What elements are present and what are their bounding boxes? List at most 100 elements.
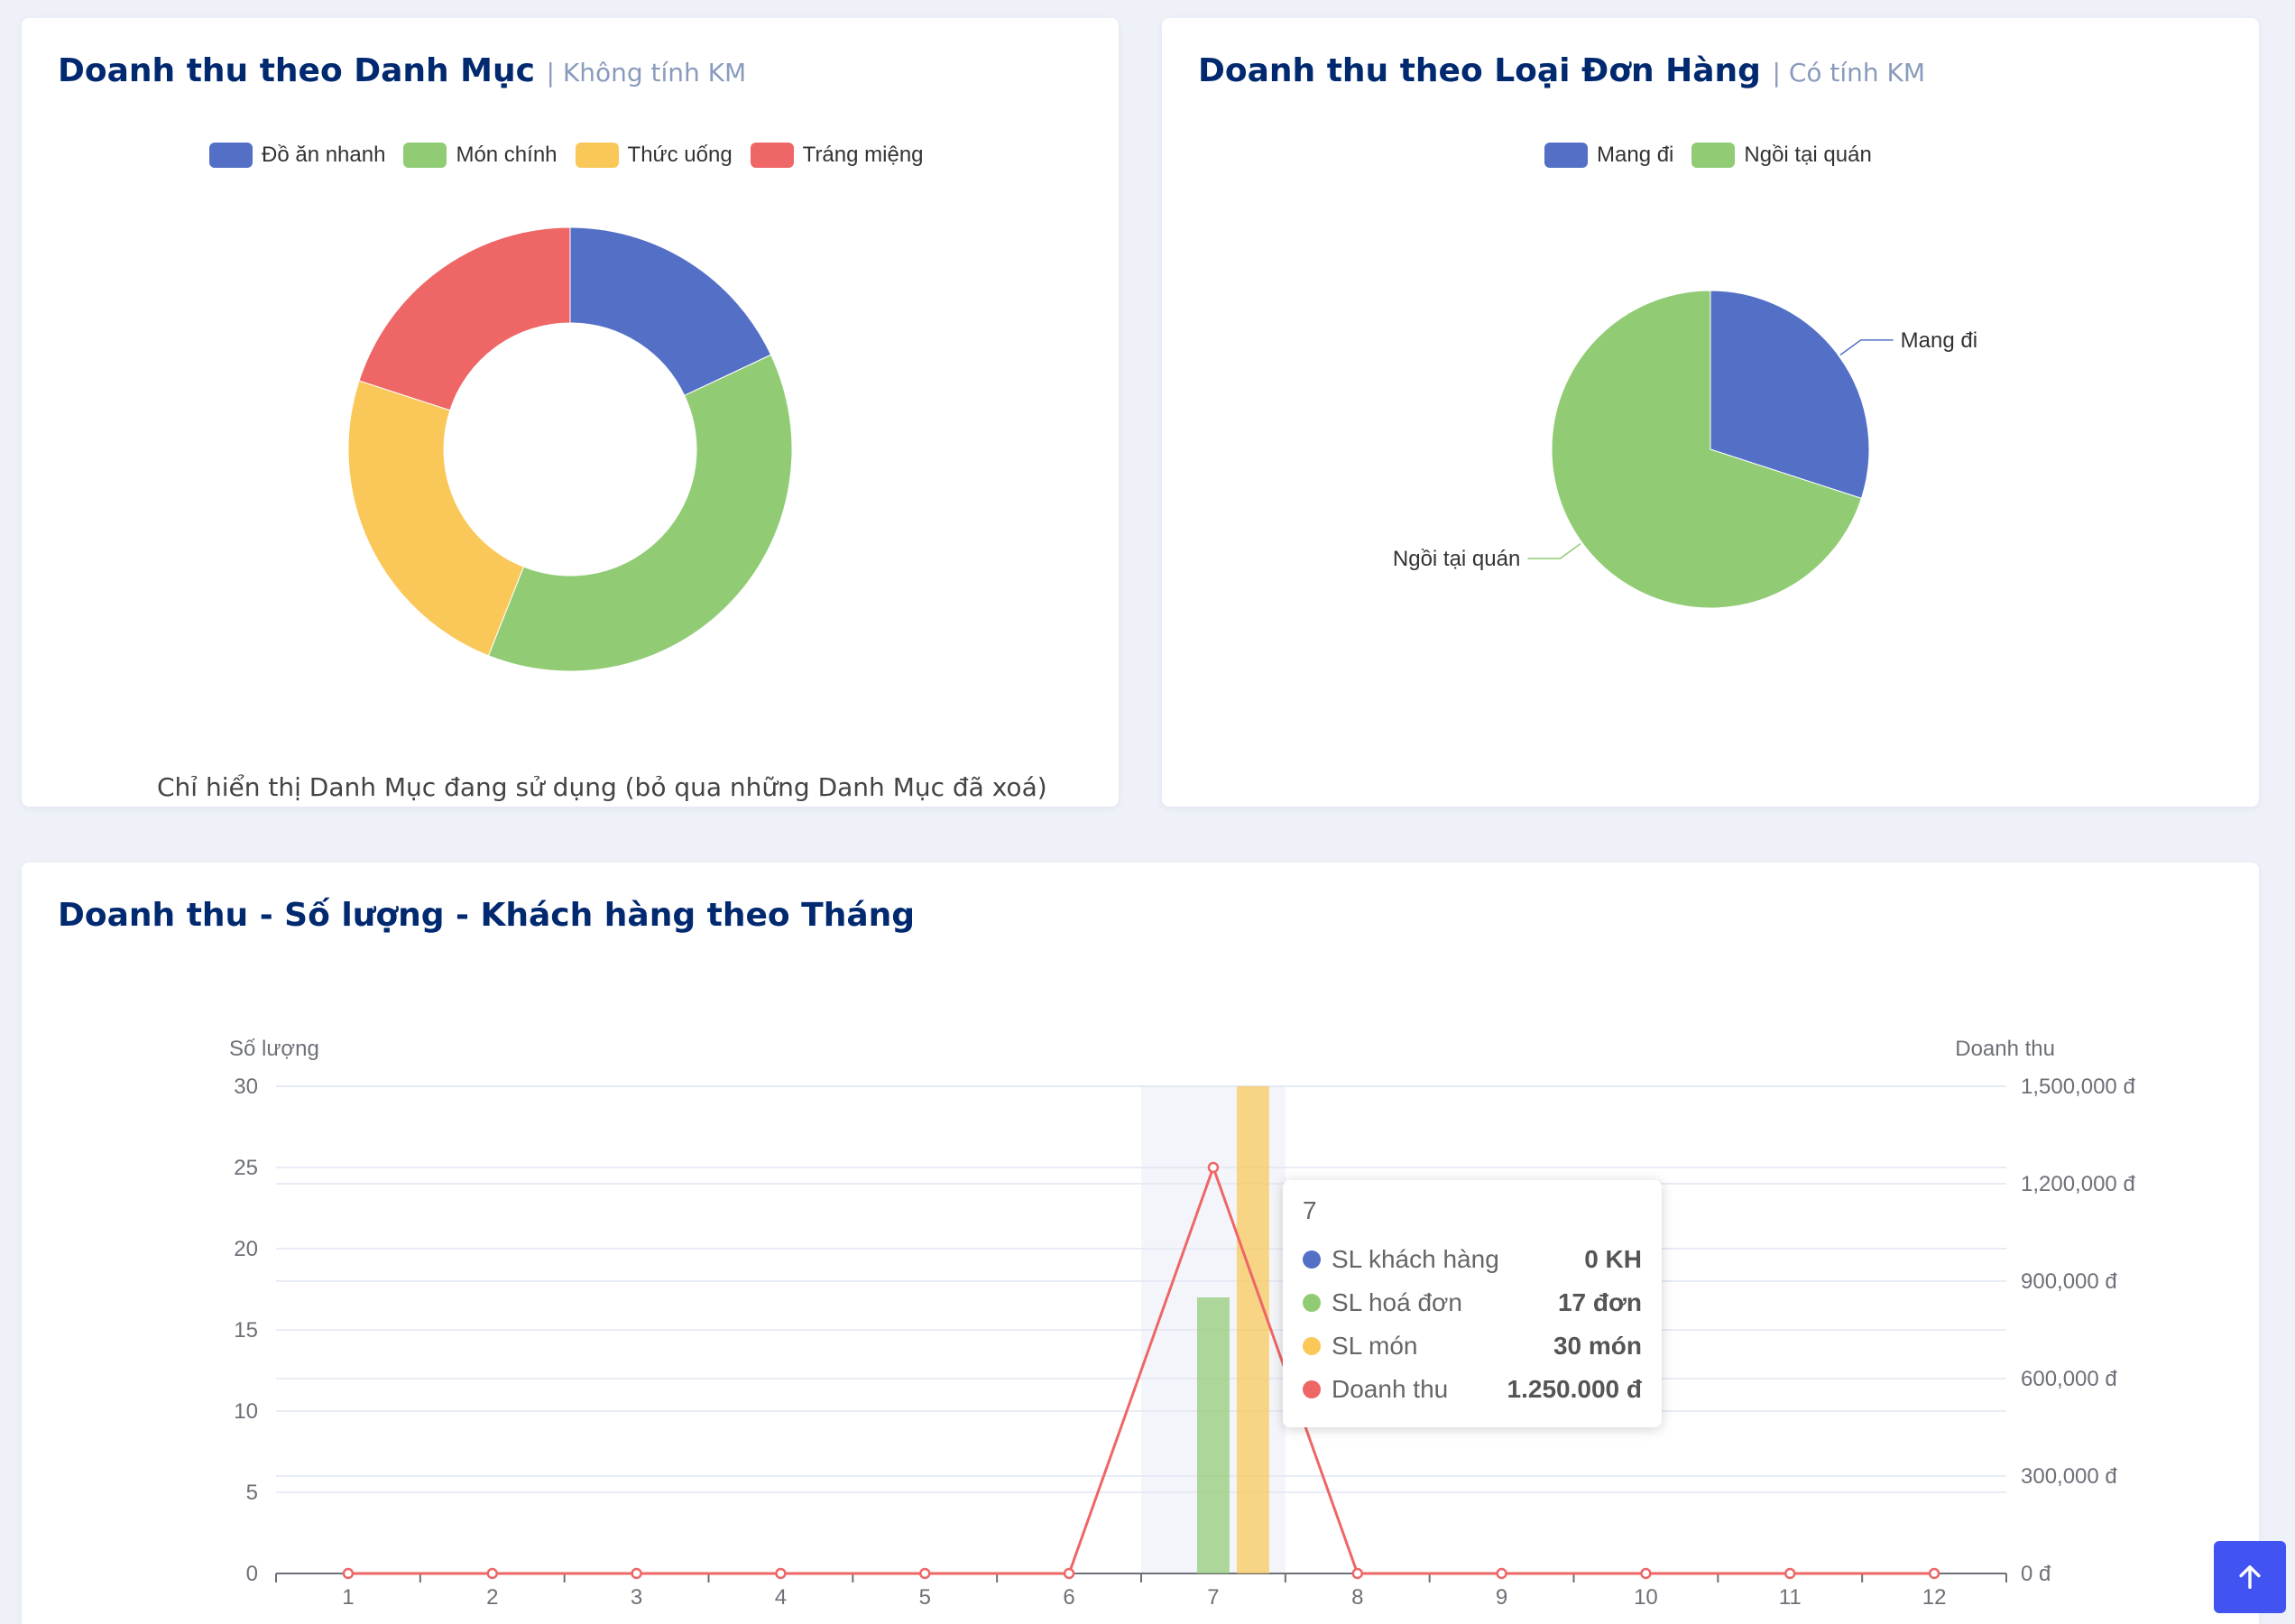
line-point	[1784, 1567, 1796, 1580]
tooltip-value: 30 món	[1553, 1332, 1642, 1360]
category-title-text: Doanh thu theo Danh Mục	[58, 52, 535, 89]
legend-item-mon-chinh[interactable]: Món chính	[403, 143, 558, 168]
legend-swatch	[750, 143, 794, 168]
x-tick-label: 8	[1351, 1585, 1363, 1610]
x-tick-label: 1	[342, 1585, 354, 1610]
order-type-revenue-card: Doanh thu theo Loại Đơn Hàng | Có tính K…	[1162, 18, 2259, 807]
pie-data-label: Mang đi	[1901, 328, 1977, 353]
tooltip-dot	[1303, 1337, 1321, 1355]
line-point	[342, 1567, 355, 1580]
y-right-tick-label: 600,000 đ	[2021, 1367, 2117, 1391]
pie-slice-ngoi-tai-quan	[1551, 290, 1863, 609]
y-axis-title-right: Doanh thu	[1955, 1037, 2055, 1061]
legend-label: Mang đi	[1597, 143, 1674, 167]
order-type-pie-chart: Mang đi Ngồi tại quán	[1393, 290, 1977, 609]
legend-swatch	[575, 143, 619, 168]
y-tick-label: 20	[234, 1237, 258, 1261]
category-card-title: Doanh thu theo Danh Mục | Không tính KM	[58, 52, 746, 89]
line-point	[1640, 1567, 1652, 1580]
tooltip-row: SL khách hàng 0 KH	[1303, 1238, 1642, 1281]
donut-slice-mon-chinh	[487, 354, 793, 672]
legend-item-ngoi-tai-quan[interactable]: Ngồi tại quán	[1691, 143, 1872, 168]
tooltip-label: SL khách hàng	[1332, 1245, 1499, 1273]
tooltip-dot	[1303, 1380, 1321, 1398]
donut-slice-trang-mieng	[358, 226, 571, 411]
x-tick-label: 3	[631, 1585, 642, 1610]
tooltip-value: 17 đơn	[1557, 1288, 1642, 1316]
line-point	[1207, 1161, 1220, 1174]
x-tick-label: 12	[1922, 1585, 1947, 1610]
y-right-tick-label: 300,000 đ	[2021, 1464, 2117, 1489]
x-tick-label: 6	[1063, 1585, 1074, 1610]
legend-label: Món chính	[456, 143, 558, 167]
legend-label: Tráng miệng	[802, 143, 924, 167]
tooltip-title: 7	[1303, 1196, 1317, 1224]
pie-data-label: Ngồi tại quán	[1393, 547, 1520, 571]
tooltip-row: Doanh thu 1.250.000 đ	[1303, 1368, 1642, 1411]
arrow-up-icon	[2239, 1564, 2261, 1590]
y-tick-label: 30	[234, 1075, 258, 1099]
tooltip-label: Doanh thu	[1332, 1375, 1449, 1403]
tooltip-row: SL hoá đơn 17 đơn	[1303, 1281, 1642, 1324]
scroll-to-top-button[interactable]	[2214, 1541, 2286, 1613]
category-subtitle: | Không tính KM	[546, 58, 747, 88]
line-point	[919, 1567, 931, 1580]
line-point	[1496, 1567, 1507, 1580]
y-tick-label: 25	[234, 1156, 258, 1180]
monthly-combo-chart: 0 5 10 15 20 25 30 0 đ 300,000 đ 600,000 đ 900,000…	[229, 1037, 2135, 1610]
tooltip-dot	[1303, 1294, 1321, 1312]
legend-swatch	[403, 143, 447, 168]
legend-item-thuc-uong[interactable]: Thức uống	[575, 143, 733, 168]
category-footnote: Chỉ hiển thị Danh Mục đang sử dụng (bỏ q…	[157, 772, 1047, 802]
bar-sl-hoa-don	[1196, 1297, 1230, 1573]
legend-swatch	[1691, 143, 1736, 168]
legend-item-trang-mieng[interactable]: Tráng miệng	[750, 143, 924, 168]
order-type-subtitle: | Có tính KM	[1772, 58, 1926, 88]
x-tick-label: 9	[1496, 1585, 1507, 1610]
line-point	[775, 1567, 787, 1580]
bar-sl-mon	[1236, 1086, 1269, 1573]
legend-swatch	[209, 143, 253, 168]
tooltip-value: 0 KH	[1584, 1245, 1642, 1273]
line-point	[1351, 1567, 1363, 1580]
legend-label: Ngồi tại quán	[1744, 143, 1872, 167]
tooltip-label: SL hoá đơn	[1332, 1288, 1462, 1316]
y-right-tick-label: 1,500,000 đ	[2021, 1075, 2135, 1099]
pie-label-line	[1527, 543, 1581, 559]
y-right-tick-label: 900,000 đ	[2021, 1269, 2117, 1294]
y-tick-label: 10	[234, 1399, 258, 1424]
pie-label-line	[1839, 339, 1894, 355]
pie-slice-mang-di	[1710, 290, 1870, 500]
line-point	[631, 1567, 642, 1580]
chart-tooltip: 7 SL khách hàng 0 KH SL hoá đơn 17 đơn S…	[1283, 1180, 1662, 1427]
category-revenue-card: Doanh thu theo Danh Mục | Không tính KM …	[22, 18, 1119, 807]
donut-slice-do-an-nhanh	[569, 226, 772, 397]
x-tick-label: 2	[486, 1585, 498, 1610]
y-right-tick-label: 1,200,000 đ	[2021, 1172, 2135, 1196]
y-axis-title-left: Số lượng	[229, 1037, 319, 1061]
line-doanh-thu	[347, 1163, 1935, 1575]
x-tick-label: 7	[1207, 1585, 1219, 1610]
legend-item-mang-di[interactable]: Mang đi	[1544, 143, 1673, 168]
legend-label: Thức uống	[627, 143, 733, 167]
tooltip-value: 1.250.000 đ	[1507, 1375, 1642, 1403]
category-donut-chart	[347, 226, 793, 672]
tooltip-dot	[1303, 1250, 1321, 1269]
y-tick-label: 5	[246, 1481, 258, 1505]
monthly-card-title: Doanh thu - Số lượng - Khách hàng theo T…	[58, 897, 916, 934]
order-type-card-title: Doanh thu theo Loại Đơn Hàng | Có tính K…	[1198, 52, 1925, 89]
line-point	[486, 1567, 498, 1580]
line-point	[1928, 1567, 1940, 1580]
line-point	[1063, 1567, 1075, 1580]
legend-swatch	[1544, 143, 1588, 168]
category-legend: Đồ ăn nhanh Món chính Thức uống Tráng miệng	[209, 143, 942, 168]
legend-item-do-an-nhanh[interactable]: Đồ ăn nhanh	[209, 143, 385, 168]
tooltip-row: SL món 30 món	[1303, 1324, 1642, 1368]
y-tick-label: 0	[246, 1562, 258, 1586]
monthly-chart-card: Doanh thu - Số lượng - Khách hàng theo T…	[22, 863, 2259, 1624]
x-tick-label: 10	[1634, 1585, 1658, 1610]
y-tick-label: 15	[234, 1318, 258, 1343]
legend-label: Đồ ăn nhanh	[262, 143, 386, 167]
y-right-tick-label: 0 đ	[2021, 1562, 2051, 1586]
tooltip-label: SL món	[1332, 1332, 1418, 1360]
